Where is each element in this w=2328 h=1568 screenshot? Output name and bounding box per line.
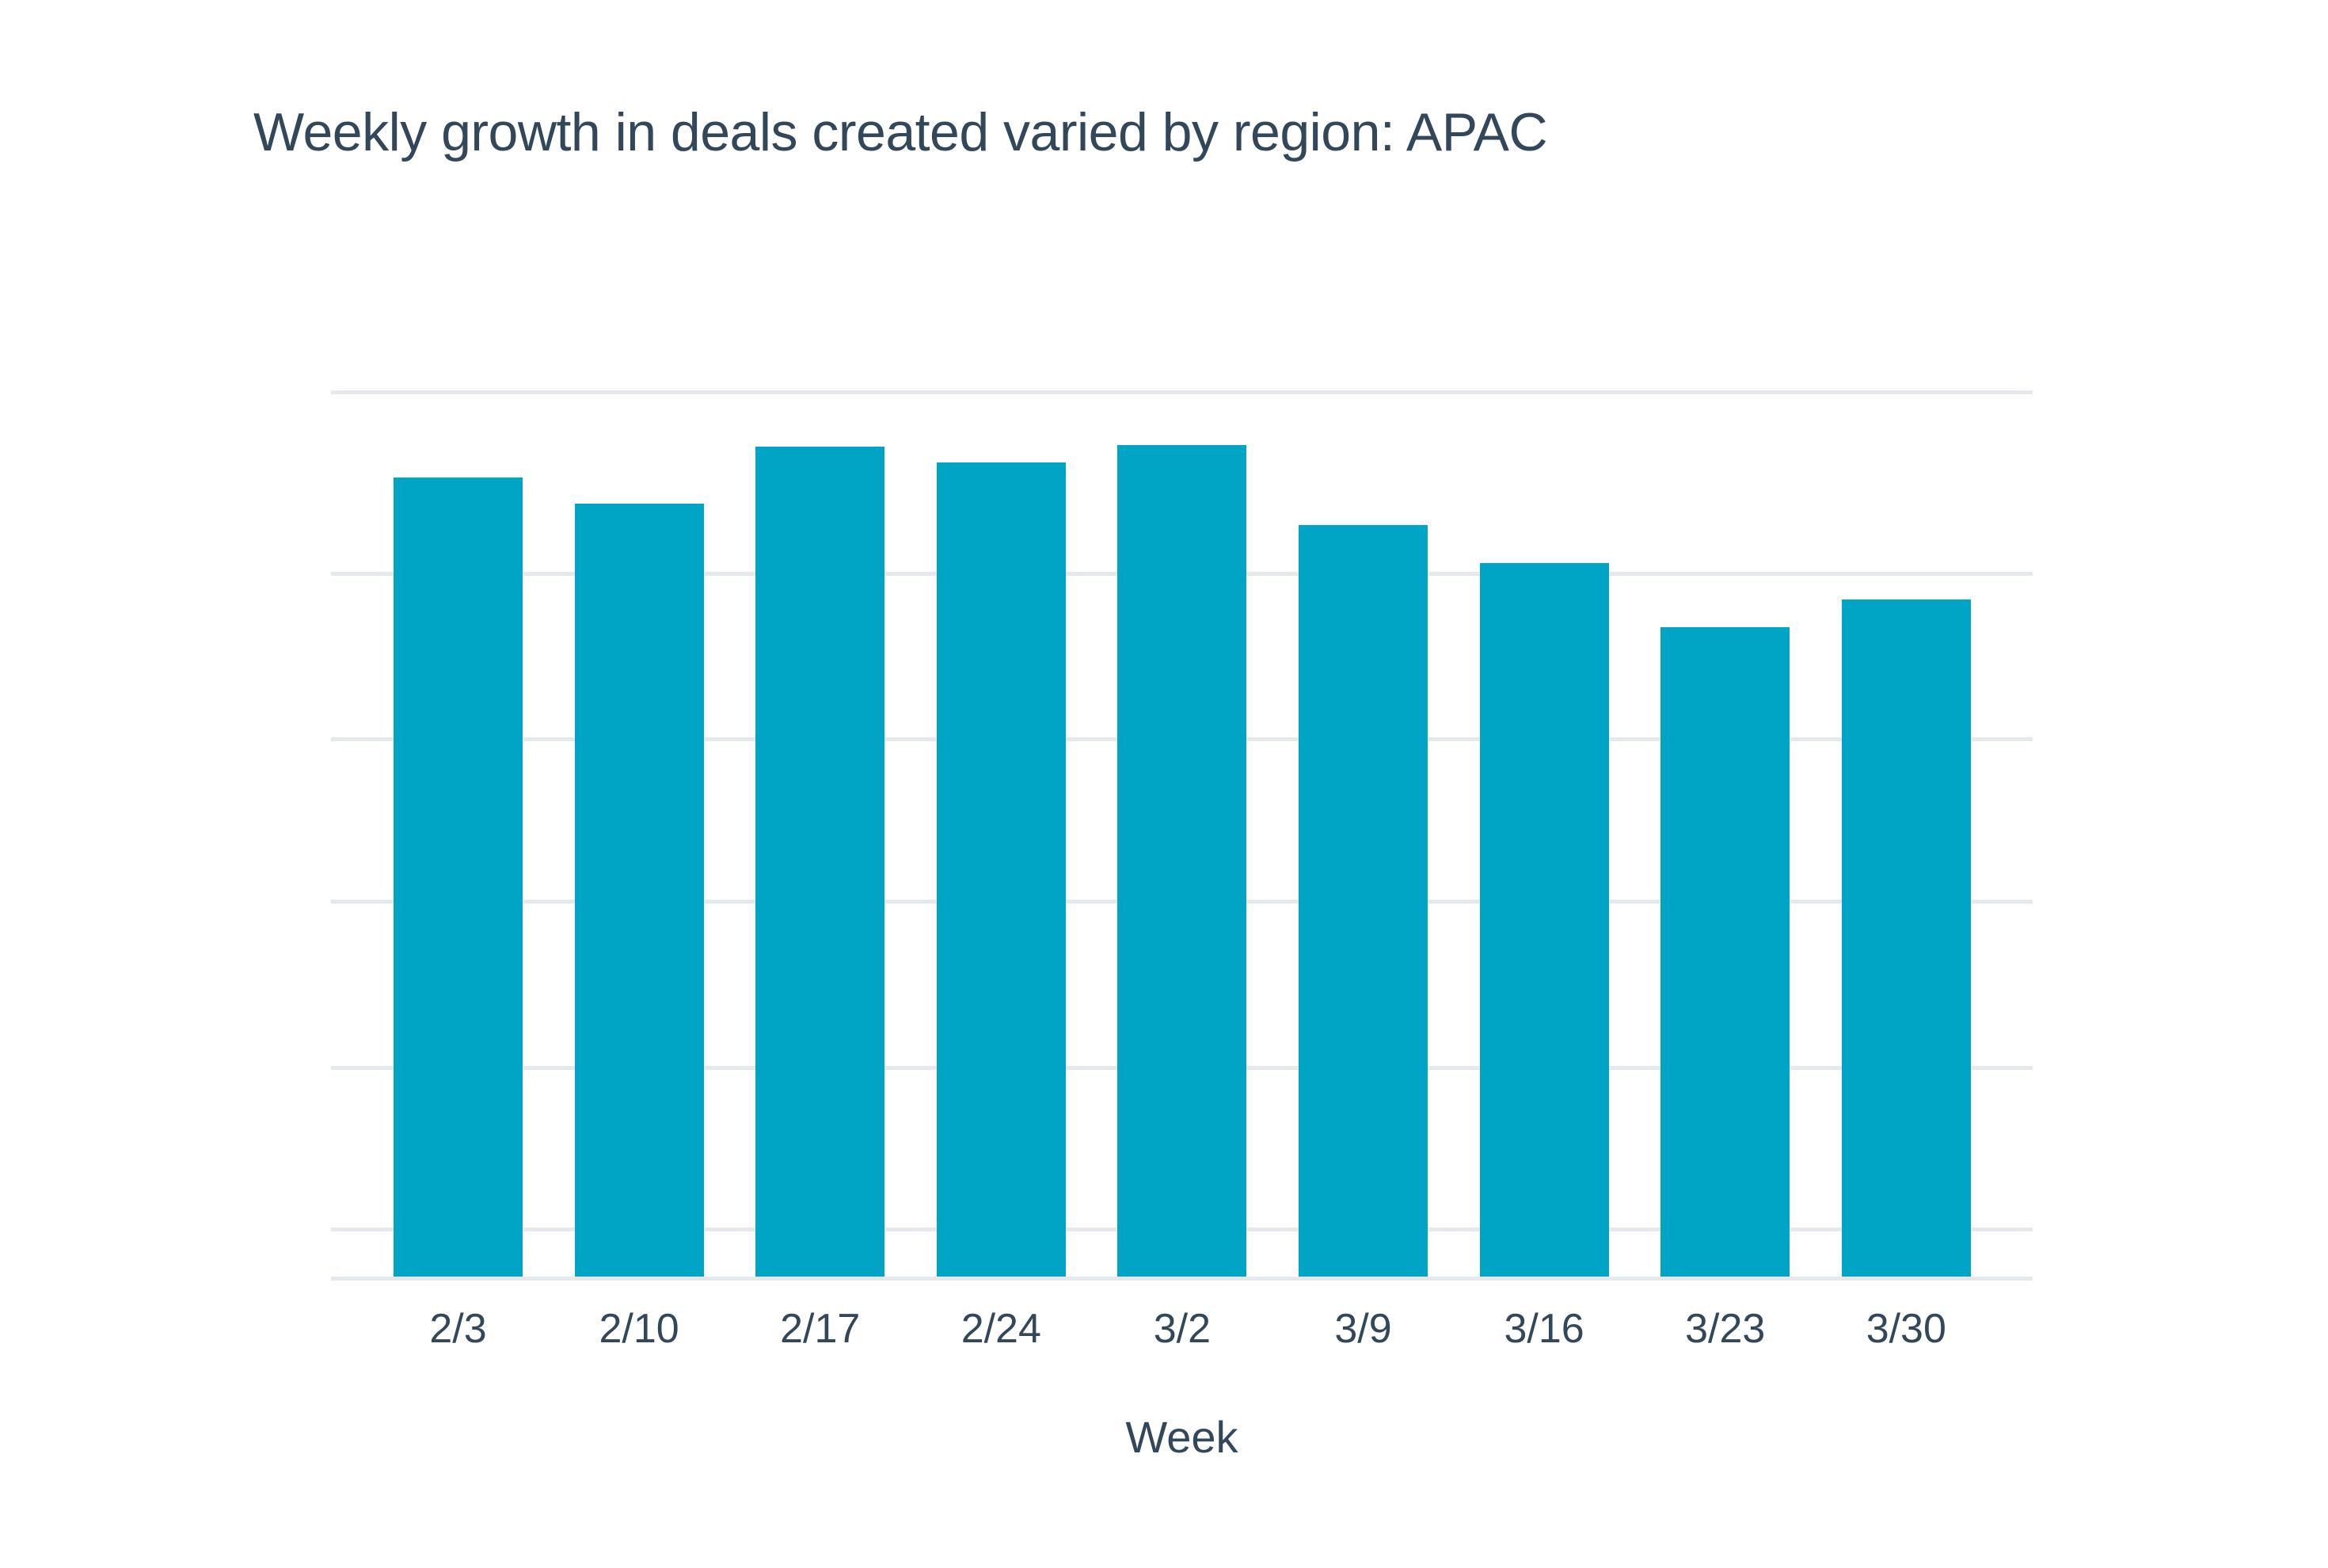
- x-tick-label: 3/16: [1504, 1306, 1584, 1352]
- x-tick-label: 2/24: [960, 1306, 1041, 1352]
- plot-area: [331, 390, 2033, 1281]
- bar[interactable]: [1299, 525, 1428, 1277]
- chart-title: Weekly growth in deals created varied by…: [253, 102, 1548, 162]
- bar[interactable]: [1841, 599, 1971, 1277]
- x-tick-label: 3/9: [1334, 1306, 1392, 1352]
- x-tick-label: 3/2: [1153, 1306, 1212, 1352]
- bar[interactable]: [1117, 445, 1247, 1277]
- bar[interactable]: [755, 446, 885, 1277]
- bar[interactable]: [1479, 563, 1609, 1277]
- bar[interactable]: [936, 462, 1066, 1277]
- x-axis-tick-labels: 2/3 2/10 2/17 2/24 3/2 3/9 3/16 3/23 3/30: [331, 1305, 2033, 1368]
- bar[interactable]: [1660, 626, 1790, 1277]
- x-tick-label: 2/3: [429, 1306, 487, 1352]
- bar[interactable]: [574, 504, 704, 1277]
- x-axis-title: Week: [1125, 1412, 1238, 1462]
- x-axis-line: [331, 1277, 2033, 1281]
- bar[interactable]: [394, 477, 523, 1277]
- x-tick-label: 2/10: [599, 1306, 679, 1352]
- x-tick-label: 3/23: [1685, 1306, 1766, 1352]
- x-tick-label: 2/17: [780, 1306, 861, 1352]
- bars-group: [331, 390, 2033, 1277]
- gridline: [331, 390, 2033, 394]
- x-tick-label: 3/30: [1866, 1306, 1946, 1352]
